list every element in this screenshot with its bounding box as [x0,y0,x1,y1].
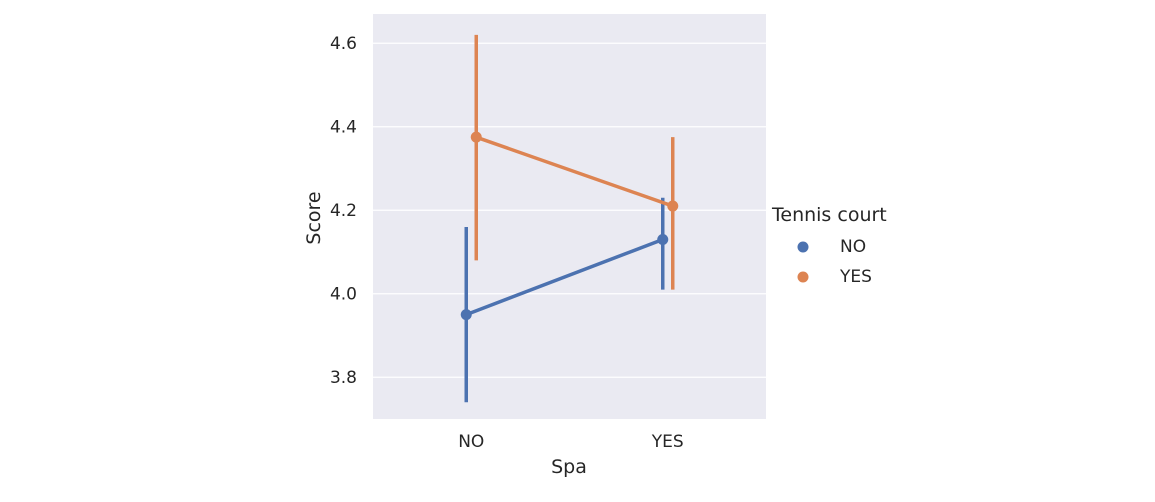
y-tick-label: 4.6 [330,34,357,54]
series-no [460,197,669,403]
y-tick-label: 4.4 [330,118,357,138]
legend: Tennis court NO YES [771,204,887,287]
data-point [657,233,669,245]
legend-marker [797,271,809,283]
series-line [475,135,674,208]
y-tick-label: 3.8 [330,368,357,388]
y-tick-label: 4.2 [330,201,357,221]
legend-label: NO [840,237,866,257]
series-yes [470,34,679,290]
series-line [465,237,664,317]
legend-title: Tennis court [771,204,887,226]
x-tick-label: YES [651,432,684,452]
x-tick-labels: NO YES [458,432,684,452]
legend-label: YES [839,267,872,287]
y-tick-label: 4.0 [330,285,357,305]
plot-background [373,14,766,419]
data-point [667,200,679,212]
legend-marker [797,241,809,253]
gridlines [373,42,766,378]
x-tick-label: NO [458,432,484,452]
x-axis-title: Spa [551,456,587,478]
data-point [460,309,472,321]
y-tick-labels: 3.8 4.0 4.2 4.4 4.6 [330,34,357,388]
series-layer [460,34,679,403]
legend-items: NO YES [797,237,872,287]
y-axis-title: Score [303,191,325,244]
data-point [470,131,482,143]
